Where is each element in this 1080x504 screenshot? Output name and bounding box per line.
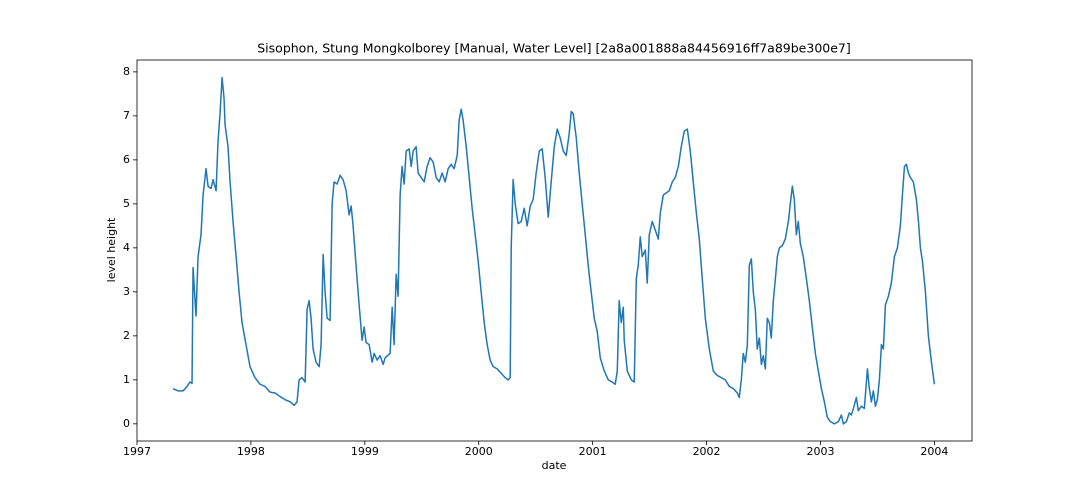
y-tick-label: 1 xyxy=(123,373,130,386)
y-tick-label: 4 xyxy=(123,241,130,254)
data-line xyxy=(172,76,936,425)
x-tick-label: 2003 xyxy=(806,445,834,458)
y-tick-label: 3 xyxy=(123,285,130,298)
y-axis-label: level height xyxy=(105,217,118,282)
x-tick-label: 1998 xyxy=(237,445,265,458)
axes-frame xyxy=(136,59,973,442)
chart-title: Sisophon, Stung Mongkolborey [Manual, Wa… xyxy=(257,41,851,56)
y-tick-label: 7 xyxy=(123,109,130,122)
x-tick-label: 1997 xyxy=(123,445,151,458)
x-tick-label: 2000 xyxy=(465,445,493,458)
x-tick-label: 2004 xyxy=(920,445,948,458)
x-axis-label: date xyxy=(542,459,567,472)
x-tick-label: 2002 xyxy=(693,445,721,458)
plot-area xyxy=(172,76,936,425)
y-tick-label: 0 xyxy=(123,417,130,430)
y-tick-label: 8 xyxy=(123,65,130,78)
y-tick-label: 6 xyxy=(123,153,130,166)
x-tick-label: 2001 xyxy=(579,445,607,458)
x-tick-label: 1999 xyxy=(351,445,379,458)
y-tick-label: 2 xyxy=(123,329,130,342)
y-tick-label: 5 xyxy=(123,197,130,210)
